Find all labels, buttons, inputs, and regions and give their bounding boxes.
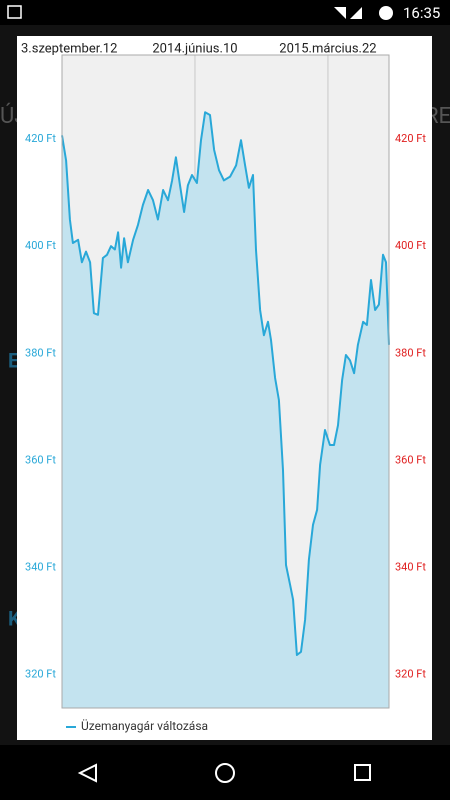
y-tick-label: 420 Ft (25, 132, 56, 145)
x-tick-label: 2015.március.22 (279, 41, 376, 56)
legend-label: Üzemanyagár változása (81, 718, 208, 733)
line (61, 111, 390, 656)
y2-tick-label: 400 Ft (395, 239, 426, 252)
y-tick-label: 400 Ft (25, 239, 56, 252)
y-tick-label: 340 Ft (25, 561, 56, 574)
x-tick-label: 3.szeptember.12 (21, 41, 117, 56)
status-icon (7, 5, 22, 19)
y2-tick-label: 320 Ft (395, 668, 426, 681)
wifi-icon (334, 7, 346, 19)
clock: 16:35 (403, 4, 440, 22)
battery-icon (379, 6, 393, 20)
y2-tick-label: 380 Ft (395, 346, 426, 359)
y2-tick-label: 420 Ft (395, 132, 426, 145)
area (62, 112, 389, 709)
y-tick-label: 360 Ft (25, 453, 56, 466)
home-button[interactable] (215, 763, 235, 783)
y-tick-label: 320 Ft (25, 668, 56, 681)
x-tick-label: 2014.június.10 (152, 41, 237, 56)
back-button[interactable] (77, 763, 97, 783)
nav-bar (0, 745, 450, 800)
y2-tick-label: 360 Ft (395, 453, 426, 466)
signal-icon (350, 7, 362, 19)
status-bar (0, 0, 450, 25)
y2-tick-label: 340 Ft (395, 561, 426, 574)
bg-text: E (8, 348, 19, 372)
y-tick-label: 380 Ft (25, 346, 56, 359)
chart: Üzemanyagár változása 3.szeptember.12 2014… (21, 41, 426, 733)
plot-border (61, 54, 390, 709)
recents-button[interactable] (354, 764, 371, 781)
